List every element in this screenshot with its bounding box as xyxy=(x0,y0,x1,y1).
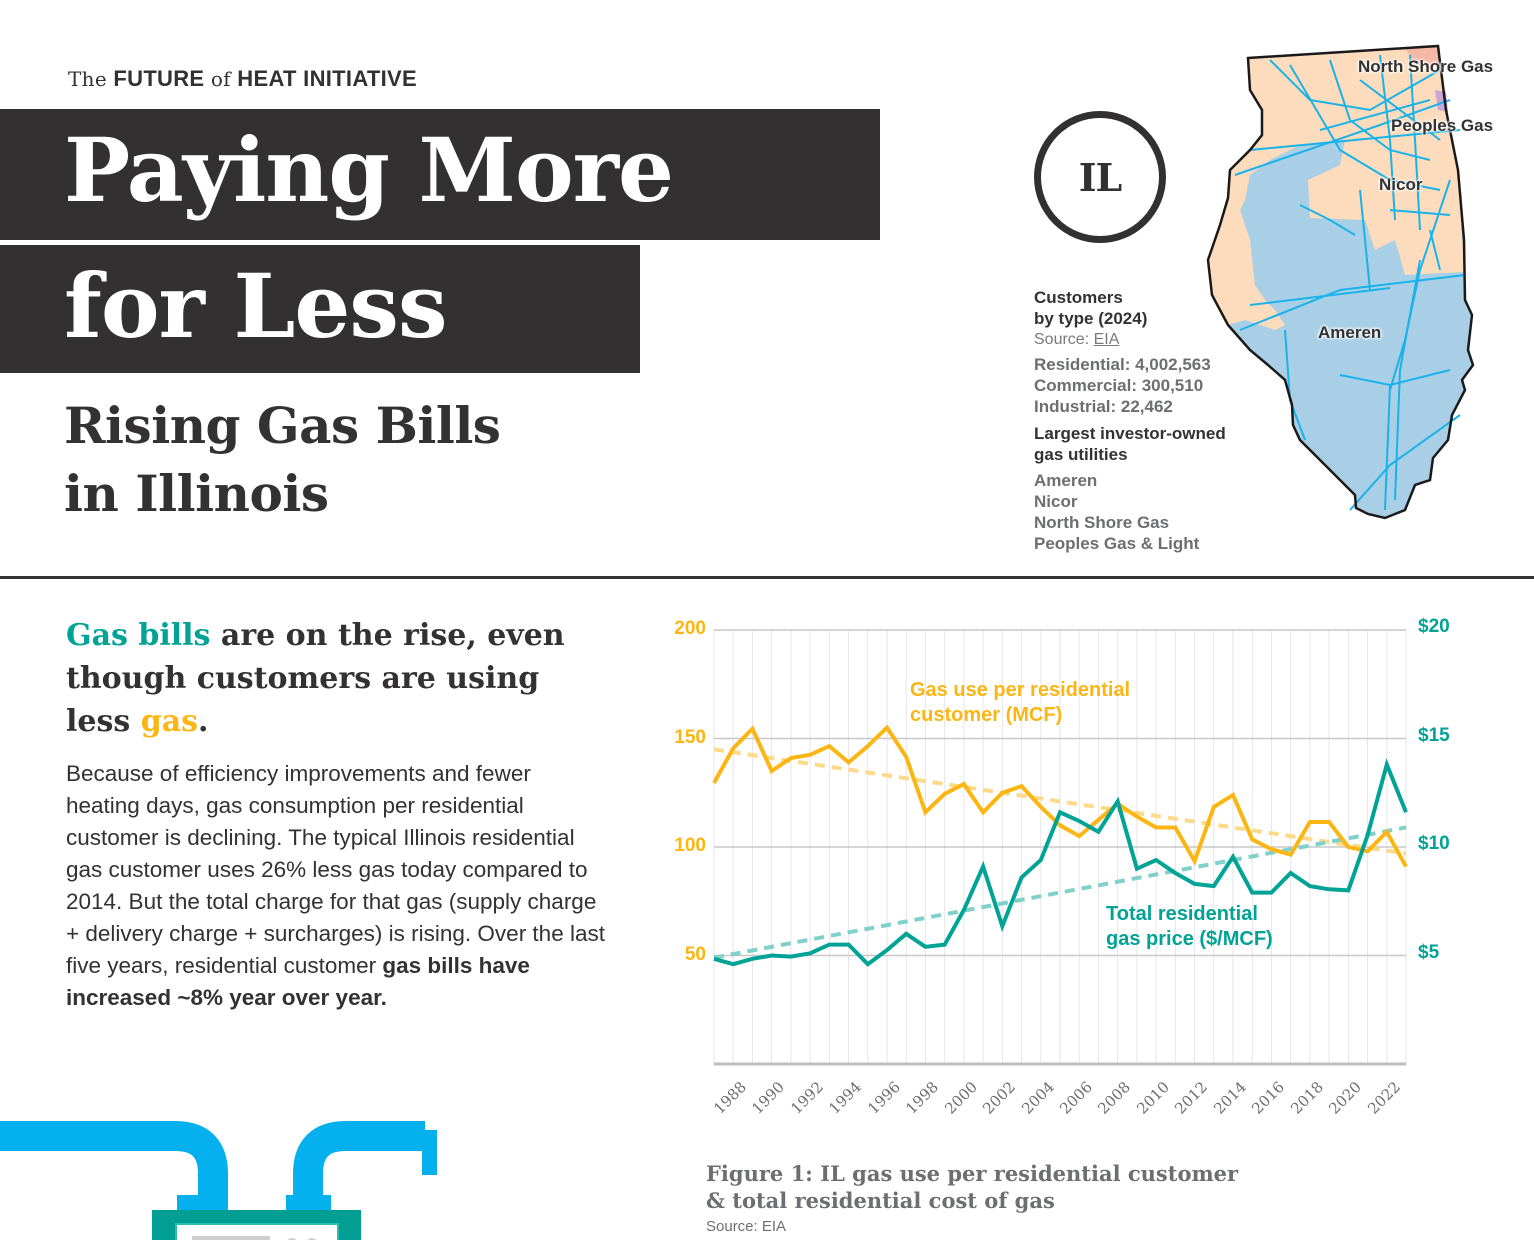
figure-caption-1: Figure 1: IL gas use per residential cus… xyxy=(706,1161,1239,1186)
map-label-ameren: Ameren xyxy=(1318,323,1382,342)
pipe-left-icon xyxy=(0,1121,228,1210)
trendlines xyxy=(713,747,1407,960)
series-label-gas-price-1: Total residential xyxy=(1106,903,1258,925)
series-label-gas-use: Gas use per residential customer (MCF) xyxy=(910,678,1130,728)
commercial-count: Commercial: 300,510 xyxy=(1034,376,1204,395)
gas-use-line xyxy=(712,724,1408,868)
page-subtitle: Rising Gas Bills in Illinois xyxy=(64,392,501,528)
map-label-north-shore: North Shore Gas xyxy=(1358,57,1494,76)
residential-count: Residential: 4,002,563 xyxy=(1034,355,1211,374)
utilities-list: Ameren Nicor North Shore Gas Peoples Gas… xyxy=(1034,470,1274,554)
left-axis-tick: 100 xyxy=(674,835,706,856)
utility-item: Ameren xyxy=(1034,471,1098,490)
body-bold-text: gas bills have increased ~8% year over y… xyxy=(66,953,530,1010)
series-label-gas-price: Total residential gas price ($/MCF) xyxy=(1106,902,1273,952)
pipe-cap xyxy=(422,1130,437,1175)
brand-future: FUTURE xyxy=(113,66,205,91)
gas-meter-svg xyxy=(0,1121,437,1245)
horizontal-gridlines xyxy=(714,629,1406,1066)
lead-highlight-gas-bills: Gas bills xyxy=(66,618,211,653)
utilities-heading: Largest investor-owned gas utilities xyxy=(1034,423,1274,465)
gas-meter-illustration xyxy=(0,1110,460,1245)
pipe-right-flange xyxy=(286,1195,331,1211)
customer-counts: Residential: 4,002,563 Commercial: 300,5… xyxy=(1034,354,1274,417)
north-shore-territory xyxy=(1405,46,1440,65)
lead-text: are on the rise, even though customers a… xyxy=(66,618,565,739)
body-paragraph: Because of efficiency improvements and f… xyxy=(66,758,606,1014)
map-label-nicor: Nicor xyxy=(1379,175,1423,194)
brand-logo: The FUTURE of HEAT INITIATIVE xyxy=(68,66,417,92)
series-lines xyxy=(712,724,1408,967)
map-label-peoples: Peoples Gas xyxy=(1391,116,1494,135)
series-label-gas-use-2: customer (MCF) xyxy=(910,704,1063,726)
customers-source: Source: EIA xyxy=(1034,329,1274,350)
pipeline-network xyxy=(1234,54,1466,511)
section-divider xyxy=(0,576,1534,579)
left-axis-tick: 150 xyxy=(674,726,706,748)
right-axis-tick: $15 xyxy=(1418,724,1450,746)
illinois-map-svg xyxy=(1206,44,1475,520)
figure-source: Source: EIA xyxy=(706,1218,787,1235)
customers-panel: Customers by type (2024) Source: EIA Res… xyxy=(1034,287,1274,554)
page-title-line-1: Paying More xyxy=(64,118,674,222)
source-link[interactable]: EIA xyxy=(1093,331,1120,348)
gas-use-trendline xyxy=(713,747,1407,856)
pipe-right-icon xyxy=(293,1121,425,1210)
customers-heading-2: by type (2024) xyxy=(1034,309,1148,328)
right-axis-tick: $5 xyxy=(1418,941,1440,963)
right-axis-tick: $10 xyxy=(1418,833,1450,854)
title-band-top xyxy=(0,109,880,240)
utility-item: North Shore Gas xyxy=(1034,513,1170,532)
figure-caption: Figure 1: IL gas use per residential cus… xyxy=(706,1160,1238,1214)
page-title-line-2: for Less xyxy=(64,254,447,358)
chart-svg xyxy=(712,629,1408,1066)
state-outline xyxy=(1206,44,1475,520)
brand-the: The xyxy=(68,67,107,91)
utilities-heading-1: Largest investor-owned xyxy=(1034,424,1226,443)
pipe-left-flange xyxy=(177,1195,222,1211)
subtitle-line-1: Rising Gas Bills xyxy=(64,396,501,455)
gas-chart: 200 150 100 50 $20 $15 $10 $5 1988 1990 1992 1994… xyxy=(650,600,1534,1130)
illinois-utility-map: North Shore Gas Peoples Gas Nicor Ameren xyxy=(1190,40,1530,530)
lead-period: . xyxy=(198,704,209,739)
right-axis-tick: $20 xyxy=(1418,616,1450,637)
lead-highlight-gas: gas xyxy=(140,704,199,739)
state-badge: IL xyxy=(1034,111,1166,243)
utility-item: Peoples Gas & Light xyxy=(1034,534,1200,553)
brand-of: of xyxy=(210,67,231,91)
source-prefix: Source: xyxy=(1034,331,1090,348)
series-label-gas-price-2: gas price ($/MCF) xyxy=(1106,928,1273,950)
body-text: Because of efficiency improvements and f… xyxy=(66,761,605,978)
customers-heading-1: Customers xyxy=(1034,288,1123,307)
brand-rest: HEAT INITIATIVE xyxy=(237,66,417,91)
series-label-gas-use-1: Gas use per residential xyxy=(910,679,1131,701)
utility-item: Nicor xyxy=(1034,492,1078,511)
subtitle-line-2: in Illinois xyxy=(64,464,329,523)
gas-price-trendline xyxy=(713,825,1407,960)
state-badge-text: IL xyxy=(1078,154,1122,200)
utilities-heading-2: gas utilities xyxy=(1034,445,1128,464)
industrial-count: Industrial: 22,462 xyxy=(1034,397,1173,416)
gas-price-line xyxy=(713,758,1408,967)
left-axis-tick: 50 xyxy=(684,943,706,965)
lead-headline: Gas bills are on the rise, even though c… xyxy=(66,614,606,743)
title-band-bottom xyxy=(0,245,640,373)
left-axis-tick: 200 xyxy=(674,618,706,639)
figure-caption-2: & total residential cost of gas xyxy=(706,1188,1055,1213)
meter-digits xyxy=(192,1236,270,1245)
